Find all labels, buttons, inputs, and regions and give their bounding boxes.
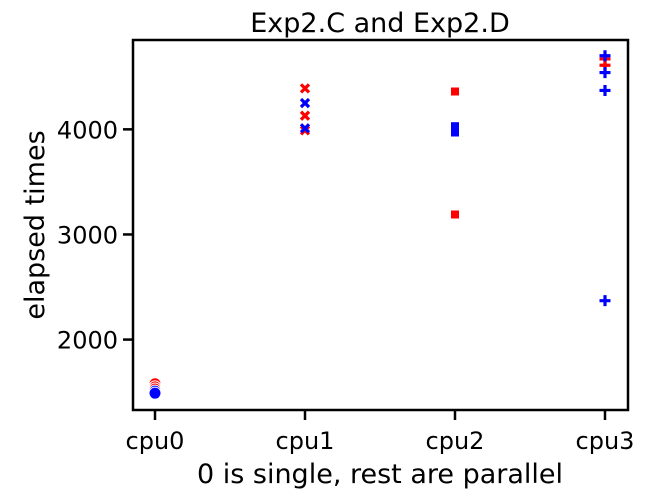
data-point-plus <box>599 295 611 307</box>
data-point-square <box>451 128 459 137</box>
x-tick-label: cpu3 <box>576 427 635 455</box>
data-point-square <box>451 210 459 219</box>
x-axis-label: 0 is single, rest are parallel <box>197 459 563 490</box>
data-point-square <box>451 122 459 131</box>
axis-ticks: cpu0 cpu1 cpu2 cpu3 2000 3000 4000 <box>57 116 635 455</box>
data-point-x <box>299 123 311 134</box>
chart-title: Exp2.C and Exp2.D <box>250 8 509 39</box>
data-point-plus <box>599 84 611 96</box>
x-tick-label: cpu1 <box>276 427 335 455</box>
y-tick-label: 4000 <box>57 116 118 144</box>
data-point-square <box>451 87 459 96</box>
data-point-plus <box>599 50 611 62</box>
y-tick-label: 3000 <box>57 221 118 249</box>
plot-area-frame <box>131 38 630 412</box>
data-points <box>148 50 611 400</box>
data-point-x <box>299 83 311 94</box>
data-point-circle <box>148 386 162 400</box>
x-tick-label: cpu0 <box>126 427 185 455</box>
data-point-plus <box>599 67 611 79</box>
y-tick-label: 2000 <box>57 327 118 355</box>
y-axis-label: elapsed times <box>20 130 51 319</box>
data-point-x <box>299 110 311 121</box>
x-tick-label: cpu2 <box>426 427 485 455</box>
data-point-x <box>299 97 311 109</box>
